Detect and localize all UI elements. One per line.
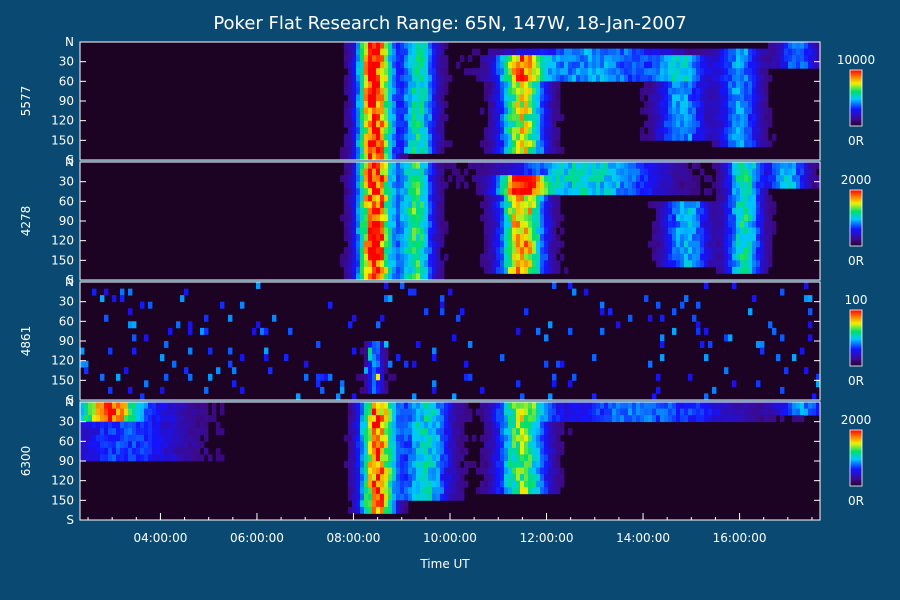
colorbar-min-label: 0R (848, 374, 864, 388)
colorbar-min-label: 0R (848, 494, 864, 508)
y-tick-label: 60 (59, 314, 74, 328)
heatmap-cells (340, 162, 821, 281)
y-tick-label: S (66, 153, 74, 167)
heatmap-cells (80, 402, 821, 514)
panel-ylabel: 4278 (19, 206, 33, 237)
colorbar (850, 430, 862, 486)
colorbar-min-label: 0R (848, 254, 864, 268)
panel-5577: N 30 60 90 120 150 S 5577 10000 0R (19, 35, 875, 167)
colorbar (850, 310, 862, 366)
panel-ylabel: 6300 (19, 446, 33, 477)
heatmap-cells (80, 282, 821, 401)
heatmap-cells (340, 42, 821, 161)
chart-title: Poker Flat Research Range: 65N, 147W, 18… (213, 13, 686, 34)
y-tick-label: 120 (51, 474, 74, 488)
panel-4861: N 30 60 90 120 150 S 4861 100 0R (19, 275, 867, 407)
y-tick-label: 60 (59, 194, 74, 208)
y-tick-label: 120 (51, 354, 74, 368)
x-tick-label: 04:00:00 (133, 531, 187, 545)
y-tick-label: 120 (51, 234, 74, 248)
y-tick-label: N (65, 395, 74, 409)
x-tick-label: 16:00:00 (713, 531, 767, 545)
panel-ylabel: 4861 (19, 326, 33, 357)
colorbar-max-label: 2000 (841, 413, 872, 427)
y-tick-label: 30 (59, 175, 74, 189)
colorbar (850, 190, 862, 246)
x-tick-label: 12:00:00 (520, 531, 574, 545)
y-tick-label: 150 (51, 133, 74, 147)
colorbar-max-label: 2000 (841, 173, 872, 187)
x-tick-label: 08:00:00 (327, 531, 381, 545)
y-tick-label: 150 (51, 373, 74, 387)
y-tick-label: N (65, 35, 74, 49)
colorbar-max-label: 100 (845, 293, 868, 307)
panel-6300: N 30 60 90 120 150 S 6300 2000 0R (19, 395, 871, 527)
y-tick-label: 60 (59, 434, 74, 448)
y-tick-label: 120 (51, 114, 74, 128)
y-tick-label: 90 (59, 214, 74, 228)
y-tick-label: 30 (59, 415, 74, 429)
panel-4278: N 30 60 90 120 150 S 4278 2000 0R (19, 155, 871, 287)
y-tick-label: S (66, 513, 74, 527)
y-tick-label: 90 (59, 334, 74, 348)
x-axis-label: Time UT (419, 557, 470, 571)
colorbar-min-label: 0R (848, 134, 864, 148)
colorbar (850, 70, 862, 126)
y-tick-label: 150 (51, 493, 74, 507)
x-tick-label: 06:00:00 (230, 531, 284, 545)
x-tick-label: 10:00:00 (423, 531, 477, 545)
y-tick-label: S (66, 273, 74, 287)
y-tick-label: 30 (59, 295, 74, 309)
y-tick-label: N (65, 155, 74, 169)
y-tick-label: 90 (59, 94, 74, 108)
y-tick-label: 30 (59, 55, 74, 69)
y-tick-label: 60 (59, 74, 74, 88)
y-tick-label: S (66, 393, 74, 407)
panel-ylabel: 5577 (19, 86, 33, 117)
y-tick-label: 150 (51, 253, 74, 267)
colorbar-max-label: 10000 (837, 53, 875, 67)
x-tick-label: 14:00:00 (616, 531, 670, 545)
y-tick-label: 90 (59, 454, 74, 468)
y-tick-label: N (65, 275, 74, 289)
